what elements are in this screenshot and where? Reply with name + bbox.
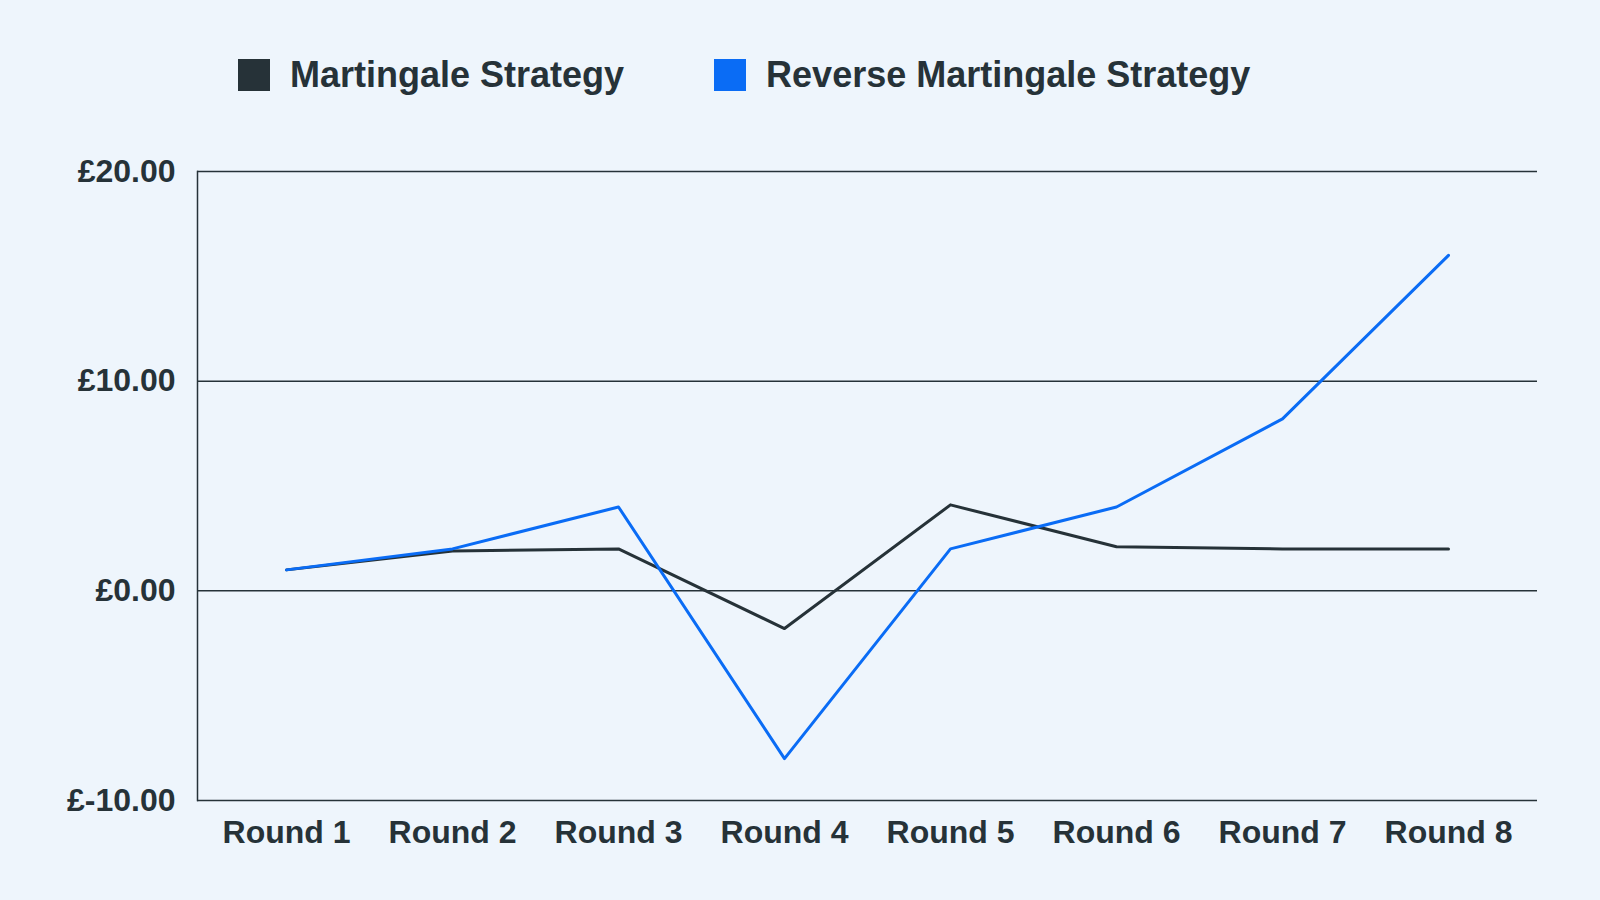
svg-text:Round 1: Round 1 (223, 814, 351, 850)
svg-text:Round 3: Round 3 (555, 814, 683, 850)
svg-text:£0.00: £0.00 (95, 572, 175, 608)
svg-text:Round 8: Round 8 (1385, 814, 1513, 850)
html-text:Martingale Strategy: Martingale Strategy (290, 54, 625, 95)
html-text:Reverse Martingale Strategy: Reverse Martingale Strategy (766, 54, 1251, 95)
svg-text:Round 4: Round 4 (721, 814, 849, 850)
svg-text:£-10.00: £-10.00 (67, 782, 176, 818)
svg-text:Round 2: Round 2 (389, 814, 517, 850)
svg-text:£10.00: £10.00 (78, 362, 176, 398)
svg-text:Round 6: Round 6 (1053, 814, 1181, 850)
svg-text:Round 7: Round 7 (1219, 814, 1347, 850)
svg-text:Round 5: Round 5 (887, 814, 1015, 850)
svg-text:£20.00: £20.00 (78, 153, 176, 189)
